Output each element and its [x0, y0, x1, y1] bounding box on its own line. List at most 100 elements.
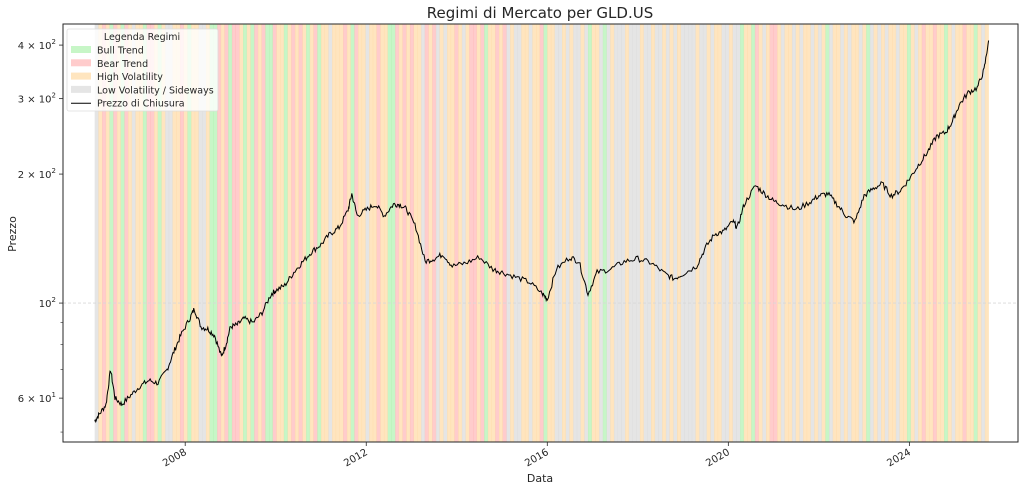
regime-band — [958, 24, 963, 442]
regime-band — [358, 24, 363, 442]
regime-band — [231, 24, 236, 442]
regime-band — [743, 24, 748, 442]
regime-band — [617, 24, 622, 442]
regime-band — [194, 24, 199, 442]
regime-band — [235, 24, 240, 442]
regime-band — [139, 24, 144, 442]
regime-band — [803, 24, 808, 442]
regime-band — [625, 24, 630, 442]
regime-band — [491, 24, 496, 442]
regime-band — [918, 24, 923, 442]
regime-band — [832, 24, 837, 442]
regime-band — [695, 24, 700, 442]
regime-band — [510, 24, 515, 442]
regime-band — [569, 24, 574, 442]
regime-band — [795, 24, 800, 442]
regime-band — [591, 24, 596, 442]
regime-band — [265, 24, 270, 442]
regime-band — [814, 24, 819, 442]
regime-band — [372, 24, 377, 442]
regime-band — [324, 24, 329, 442]
x-tick-label: 2020 — [704, 447, 732, 469]
regime-band — [829, 24, 834, 442]
y-tick-label: 3 × 102 — [18, 92, 56, 106]
regime-band — [684, 24, 689, 442]
regime-band — [142, 24, 147, 442]
regime-band — [843, 24, 848, 442]
regime-band — [409, 24, 414, 442]
regime-band — [320, 24, 325, 442]
regime-band — [821, 24, 826, 442]
regime-band — [387, 24, 392, 442]
regime-band — [402, 24, 407, 442]
regime-band — [866, 24, 871, 442]
regime-band — [710, 24, 715, 442]
regime-band — [702, 24, 707, 442]
regime-band — [929, 24, 934, 442]
regime-band — [647, 24, 652, 442]
regime-band — [257, 24, 262, 442]
regime-band — [966, 24, 971, 442]
regime-band — [725, 24, 730, 442]
regime-band — [740, 24, 745, 442]
regime-band — [877, 24, 882, 442]
regime-band — [135, 24, 140, 442]
regime-band — [873, 24, 878, 442]
regime-band — [280, 24, 285, 442]
regime-band — [840, 24, 845, 442]
regime-band — [131, 24, 136, 442]
regime-band — [621, 24, 626, 442]
regime-band — [298, 24, 303, 442]
regime-band — [276, 24, 281, 442]
x-axis: 2008 2012 2016 2020 2024 — [161, 442, 913, 469]
regime-band — [869, 24, 874, 442]
regime-band — [294, 24, 299, 442]
regime-band — [380, 24, 385, 442]
regime-band — [558, 24, 563, 442]
regime-band — [665, 24, 670, 442]
regime-band — [632, 24, 637, 442]
x-tick-label: 2012 — [342, 447, 370, 469]
regime-band — [220, 24, 225, 442]
regime-band — [881, 24, 886, 442]
regime-band — [906, 24, 911, 442]
regime-band — [932, 24, 937, 442]
regime-band — [851, 24, 856, 442]
regime-band — [473, 24, 478, 442]
regime-band — [973, 24, 978, 442]
regime-band — [161, 24, 166, 442]
regime-band — [658, 24, 663, 442]
price-line — [94, 40, 990, 424]
regime-band — [769, 24, 774, 442]
regime-band — [677, 24, 682, 442]
regime-band — [517, 24, 522, 442]
regime-band — [309, 24, 314, 442]
legend-label: Bear Trend — [97, 59, 148, 70]
regime-band — [146, 24, 151, 442]
regime-band — [261, 24, 266, 442]
regime-band — [354, 24, 359, 442]
regime-band — [213, 24, 218, 442]
regime-band — [480, 24, 485, 442]
legend-title: Legenda Regimi — [104, 32, 180, 43]
regime-band — [565, 24, 570, 442]
regime-band — [977, 24, 982, 442]
regime-band — [751, 24, 756, 442]
regime-band — [524, 24, 529, 442]
regime-band — [395, 24, 400, 442]
regime-band — [183, 24, 188, 442]
regime-band — [554, 24, 559, 442]
regime-band — [691, 24, 696, 442]
chart-title: Regimi di Mercato per GLD.US — [427, 4, 653, 22]
regime-band — [447, 24, 452, 442]
regime-band — [669, 24, 674, 442]
regime-band — [254, 24, 259, 442]
regime-band — [680, 24, 685, 442]
regime-band — [398, 24, 403, 442]
regime-band — [903, 24, 908, 442]
y-tick-label: 6 × 101 — [18, 391, 56, 405]
regime-band — [899, 24, 904, 442]
regime-band — [424, 24, 429, 442]
regime-band — [391, 24, 396, 442]
regime-band — [651, 24, 656, 442]
